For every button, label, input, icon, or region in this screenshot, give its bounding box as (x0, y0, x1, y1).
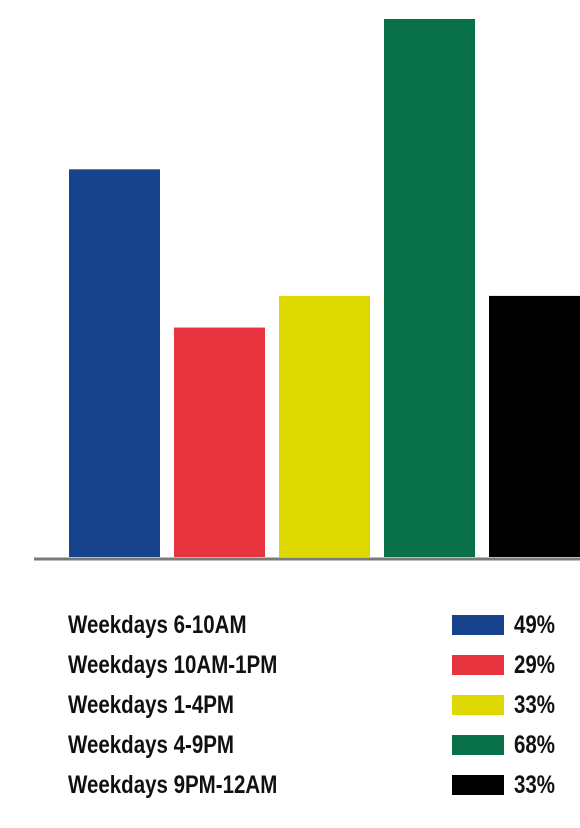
bar-2 (174, 327, 265, 557)
bar-1 (69, 169, 160, 557)
legend-label-5: Weekdays 9PM-12AM (68, 771, 278, 799)
bar-5 (489, 295, 580, 557)
bars-group (69, 19, 580, 557)
legend-swatch-3 (452, 695, 504, 715)
legend-value-5: 33% (514, 771, 556, 799)
legend-swatch-4 (452, 735, 504, 755)
legend-value-3: 33% (514, 691, 556, 719)
bar-4 (384, 19, 475, 557)
legend-label-4: Weekdays 4-9PM (68, 731, 234, 759)
legend-label-2: Weekdays 10AM-1PM (68, 651, 278, 679)
bar-3 (279, 295, 370, 557)
legend-value-2: 29% (514, 651, 556, 679)
legend-value-1: 49% (514, 611, 556, 639)
legend-label-1: Weekdays 6-10AM (68, 611, 247, 639)
legend-swatch-5 (452, 775, 504, 795)
legend-swatch-2 (452, 655, 504, 675)
legend-value-4: 68% (514, 731, 556, 759)
legend-swatch-1 (452, 615, 504, 635)
legend-label-3: Weekdays 1-4PM (68, 691, 234, 719)
